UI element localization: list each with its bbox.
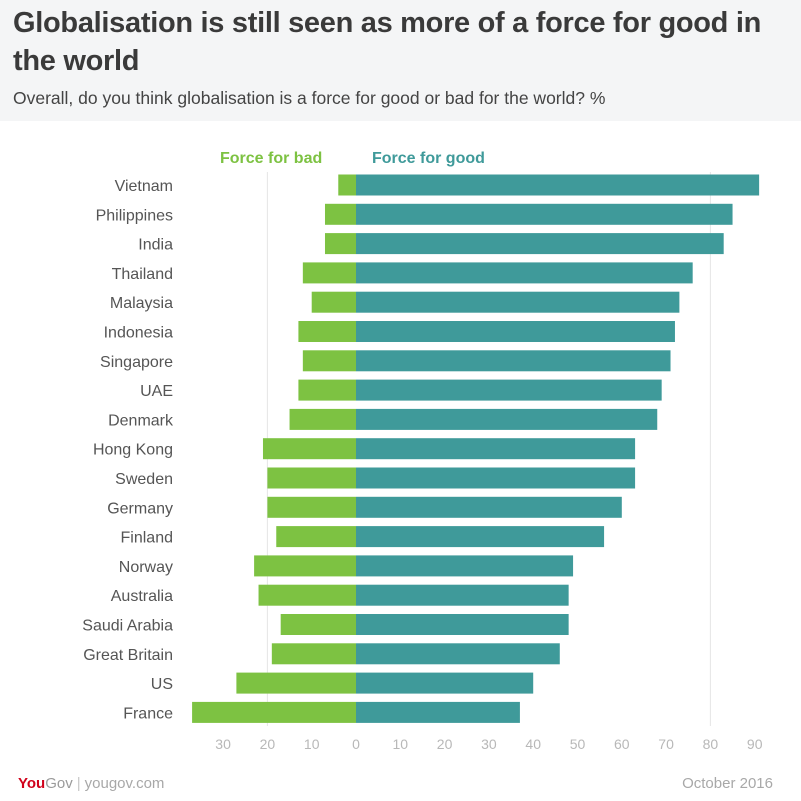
x-tick-label: 70: [658, 736, 674, 752]
bar-bad-great-britain: [271, 643, 356, 665]
x-tick-label: 20: [437, 736, 453, 752]
bar-bad-india: [324, 233, 356, 255]
x-tick-label: 20: [260, 736, 276, 752]
category-label: Australia: [111, 588, 173, 605]
bar-good-india: [356, 233, 724, 255]
chart-title: Globalisation is still seen as more of a…: [13, 7, 762, 77]
bar-good-australia: [356, 584, 569, 606]
bar-bad-indonesia: [298, 321, 356, 342]
x-tick-label: 30: [215, 736, 231, 752]
header: Globalisation is still seen as more of a…: [0, 0, 801, 121]
bar-bad-hong-kong: [262, 438, 356, 460]
bar-bad-finland: [276, 526, 356, 548]
x-tick-label: 80: [703, 736, 719, 752]
footer-separator: |: [76, 775, 81, 792]
bar-bad-norway: [254, 555, 356, 577]
bar-good-indonesia: [356, 321, 675, 342]
bar-bad-denmark: [289, 408, 356, 430]
category-label: Denmark: [108, 412, 174, 429]
category-label: UAE: [140, 383, 173, 400]
category-label: Thailand: [112, 266, 173, 283]
category-label: Sweden: [115, 471, 173, 488]
legend-bad: Force for bad: [220, 150, 322, 167]
category-label: Finland: [121, 530, 173, 547]
yougov-logo-gov: Gov: [45, 775, 73, 792]
bar-bad-saudi-arabia: [280, 614, 356, 635]
bar-bad-germany: [267, 496, 356, 518]
bar-good-malaysia: [356, 291, 680, 313]
bar-bad-australia: [258, 584, 356, 606]
bar-good-hong-kong: [356, 438, 636, 460]
bars: [192, 174, 760, 723]
bar-bad-thailand: [302, 262, 356, 284]
chart-subtitle: Overall, do you think globalisation is a…: [13, 88, 606, 108]
bar-good-uae: [356, 379, 662, 401]
bar-good-finland: [356, 526, 605, 548]
yougov-logo-you: You: [18, 775, 46, 792]
bar-bad-us: [236, 672, 356, 694]
category-labels: Vietnam Philippines India Thailand Malaysia I…: [82, 178, 174, 722]
bar-good-norway: [356, 555, 574, 577]
category-label: Great Britain: [83, 647, 173, 664]
category-label: US: [151, 676, 173, 693]
category-label: Norway: [119, 559, 173, 576]
bar-good-saudi-arabia: [356, 614, 569, 635]
category-label: France: [123, 705, 173, 722]
bar-bad-vietnam: [338, 174, 356, 196]
bar-good-sweden: [356, 467, 636, 489]
category-label: India: [138, 237, 173, 254]
x-axis-ticks: 30 20 10 0 10 20 30 40 50 60 70 80 90: [215, 736, 762, 752]
bar-good-denmark: [356, 408, 658, 430]
category-label: Vietnam: [115, 178, 173, 195]
category-label: Indonesia: [104, 325, 173, 342]
bar-bad-malaysia: [311, 291, 356, 313]
x-tick-label: 10: [393, 736, 409, 752]
legend-good: Force for good: [372, 150, 485, 167]
bar-bad-singapore: [302, 350, 356, 372]
x-tick-label: 50: [570, 736, 586, 752]
x-tick-label: 10: [304, 736, 320, 752]
x-tick-label: 0: [352, 736, 360, 752]
bar-good-singapore: [356, 350, 671, 372]
legend: Force for bad Force for good: [220, 150, 485, 167]
bar-good-great-britain: [356, 643, 560, 665]
category-label: Germany: [107, 500, 173, 517]
footer-date: October 2016: [682, 775, 773, 792]
bar-good-france: [356, 701, 520, 723]
category-label: Philippines: [96, 207, 173, 224]
bar-good-germany: [356, 496, 622, 518]
x-tick-label: 30: [481, 736, 497, 752]
footer-url: yougov.com: [84, 775, 165, 792]
category-label: Singapore: [100, 354, 173, 371]
x-tick-label: 60: [614, 736, 630, 752]
bar-good-thailand: [356, 262, 693, 284]
bar-good-vietnam: [356, 174, 760, 196]
x-tick-label: 90: [747, 736, 763, 752]
category-label: Saudi Arabia: [82, 618, 173, 635]
bar-good-philippines: [356, 203, 733, 225]
x-tick-label: 40: [525, 736, 541, 752]
bar-good-us: [356, 672, 534, 694]
bar-bad-philippines: [324, 203, 356, 225]
category-label: Hong Kong: [93, 442, 173, 459]
bar-bad-sweden: [267, 467, 356, 489]
bar-bad-france: [192, 701, 356, 723]
category-label: Malaysia: [110, 295, 173, 312]
bar-bad-uae: [298, 379, 356, 401]
footer-brand: YouGov | yougov.com: [18, 774, 164, 794]
